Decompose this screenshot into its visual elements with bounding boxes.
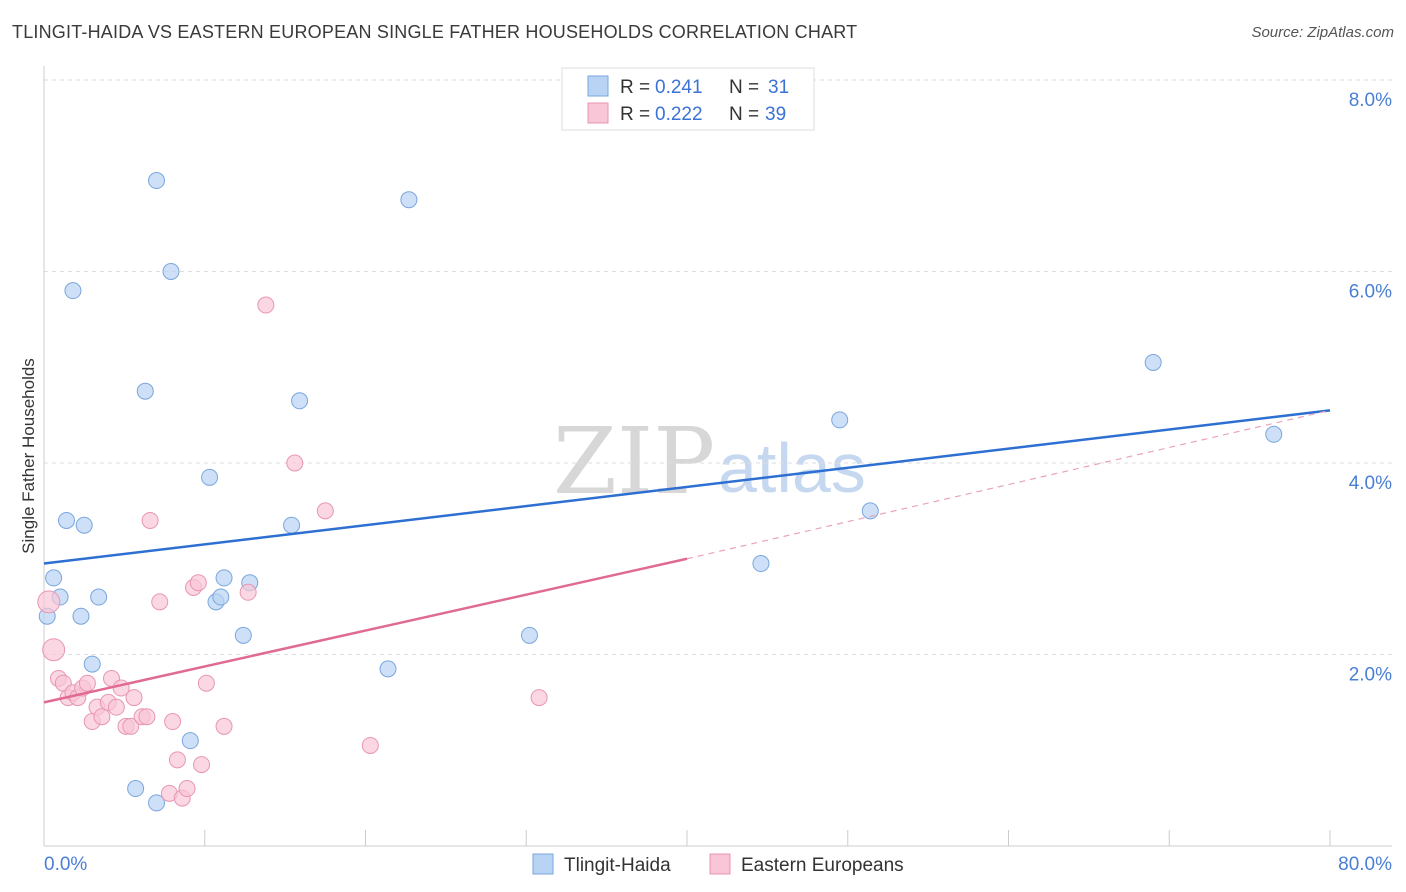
eastern-europeans-point-35: [286, 454, 304, 472]
eastern-europeans-point-37: [361, 736, 379, 754]
y-tick-label-6: 6.0%: [1349, 282, 1392, 303]
eastern-europeans-point-31: [197, 674, 215, 692]
gridlines: [44, 79, 1392, 655]
tlingit-haida-point-6: [75, 516, 93, 534]
tlingit-haida-point-17: [212, 588, 230, 606]
tlingit-haida-point-28: [861, 502, 879, 520]
y-tick-label-4: 4.0%: [1349, 473, 1392, 494]
eastern-europeans-point-27: [178, 780, 196, 798]
tlingit-haida-point-11: [148, 172, 166, 190]
eastern-europeans-point-24: [164, 713, 182, 731]
eastern-europeans-point-21: [141, 511, 159, 529]
tlingit-haida-point-27: [831, 411, 849, 429]
legend-swatch-blue: [587, 75, 609, 97]
tlingit-haida-point-1: [45, 569, 63, 587]
y-tick-labels: 2.0% 4.0% 6.0% 8.0%: [1349, 90, 1392, 686]
y-tick-label-2: 2.0%: [1349, 665, 1392, 686]
y-tick-label-8: 8.0%: [1349, 90, 1392, 111]
tlingit-haida-point-29: [1144, 353, 1162, 371]
eastern-europeans-point-22: [151, 593, 169, 611]
legend-n-value-1: 31: [768, 77, 789, 98]
legend-n-label-1: N =: [729, 77, 759, 98]
eastern-europeans-point-30: [193, 756, 211, 774]
tlingit-haida-point-7: [83, 655, 101, 673]
bottom-legend: Tlingit-Haida Eastern Europeans: [532, 853, 904, 876]
tlingit-haida-point-19: [234, 626, 252, 644]
legend-r-label-2: R =: [620, 104, 650, 125]
tlingit-haida-point-15: [201, 468, 219, 486]
tlingit-haida-point-14: [181, 732, 199, 750]
tlingit-haida-point-12: [148, 794, 166, 812]
eastern-europeans-point-11: [93, 708, 111, 726]
eastern-europeans-point-18: [125, 689, 143, 707]
tlingit-haida-point-23: [379, 660, 397, 678]
eastern-europeans-point-20: [138, 708, 156, 726]
axes: [43, 66, 1392, 847]
x-tick-label-max: 80.0%: [1338, 854, 1392, 875]
eastern-europeans-point-34: [257, 296, 275, 314]
eastern-europeans-point-25: [168, 751, 186, 769]
tlingit-haida-point-24: [400, 191, 418, 209]
eastern-europeans-point-8: [78, 674, 96, 692]
y-axis-label: Single Father Households: [19, 358, 38, 554]
tlingit-haida-point-10: [136, 382, 154, 400]
eastern-europeans-point-1: [42, 638, 66, 662]
legend-r-label-1: R =: [620, 77, 650, 98]
x-tick-label-min: 0.0%: [44, 854, 87, 875]
tlingit-haida-point-26: [752, 555, 770, 573]
tlingit-haida-point-22: [291, 392, 309, 410]
eastern-europeans-point-29: [189, 574, 207, 592]
eastern-europeans-point-38: [530, 689, 548, 707]
trend-lines: [43, 409, 1331, 704]
legend: R = 0.241 N = 31 R = 0.222 N = 39: [561, 67, 815, 131]
tlingit-haida-point-18: [215, 569, 233, 587]
eastern-europeans-point-14: [107, 698, 125, 716]
eastern-europeans-point-17: [122, 717, 140, 735]
watermark-zip: ZIP: [553, 408, 715, 515]
legend-r-value-2: 0.222: [655, 104, 703, 125]
legend-n-value-2: 39: [765, 104, 786, 125]
tlingit-haida-point-25: [520, 626, 538, 644]
tlingit-haida-point-5: [72, 607, 90, 625]
chart-title: TLINGIT-HAIDA VS EASTERN EUROPEAN SINGLE…: [12, 22, 858, 42]
tlingit-haida-point-13: [162, 263, 180, 280]
legend-n-label-2: N =: [729, 104, 759, 125]
legend-swatch-pink: [587, 102, 609, 124]
x-ticks: [204, 830, 1331, 846]
tlingit-haida-trend-line: [43, 409, 1331, 565]
tlingit-haida-point-21: [283, 516, 301, 534]
tlingit-haida-point-3: [58, 511, 76, 529]
eastern-europeans-point-36: [316, 502, 334, 520]
legend-r-value-1: 0.241: [655, 77, 703, 98]
eastern-europeans-trend-line: [43, 557, 688, 704]
source-label: Source: ZipAtlas.com: [1251, 24, 1394, 41]
tlingit-haida-point-4: [64, 282, 82, 300]
data-points: [37, 172, 1283, 812]
bottom-legend-swatch-eastern: [709, 853, 731, 875]
tlingit-haida-point-9: [127, 780, 145, 798]
bottom-legend-label-tlingit: Tlingit-Haida: [564, 855, 671, 876]
bottom-legend-label-eastern: Eastern Europeans: [741, 855, 904, 876]
eastern-europeans-point-0: [37, 590, 61, 614]
bottom-legend-swatch-tlingit: [532, 853, 554, 875]
eastern-europeans-point-32: [215, 717, 233, 735]
tlingit-haida-point-8: [90, 588, 108, 606]
eastern-europeans-point-33: [239, 583, 257, 601]
tlingit-haida-point-30: [1265, 425, 1283, 443]
